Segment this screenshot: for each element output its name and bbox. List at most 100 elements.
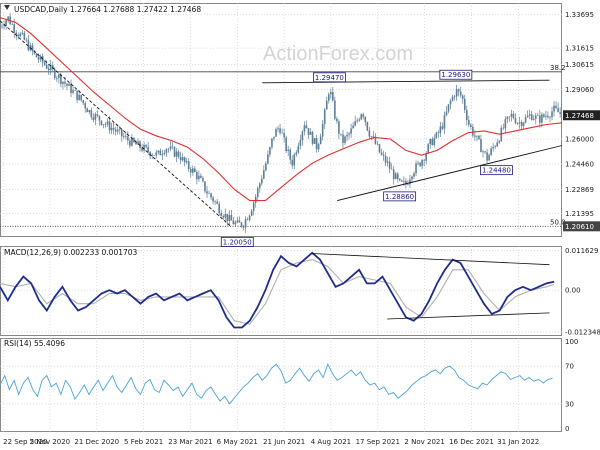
y-tick-label: 1.29060 [565, 86, 594, 94]
candle-body [244, 219, 247, 228]
y-tick-label: 1.30615 [565, 61, 594, 69]
candle-body [279, 128, 281, 133]
candle-body [183, 157, 186, 163]
candle-body [504, 119, 507, 129]
candle-body [470, 124, 472, 127]
candle-body [112, 127, 115, 130]
candle-body [508, 116, 511, 118]
candle-body [287, 149, 289, 151]
candle-body [214, 201, 216, 203]
candle-body [206, 191, 208, 194]
candle-body [557, 108, 559, 113]
candle-body [421, 160, 423, 166]
candle-body [457, 89, 460, 92]
rsi-y-tick-label: 70 [565, 363, 574, 371]
macd-y-tick-label: 0.011629 [565, 247, 598, 255]
candle-body [125, 136, 127, 137]
candle-body [409, 179, 411, 185]
candle-body [25, 39, 28, 41]
candle-body [74, 90, 76, 91]
candle-body [468, 120, 470, 125]
candle-body [455, 89, 458, 97]
candle-body [376, 143, 379, 145]
candle-body [218, 203, 220, 214]
candle-body [327, 94, 330, 101]
candle-body [311, 131, 314, 144]
candle-body [187, 161, 190, 169]
candle-body [104, 124, 107, 125]
candle-body [372, 136, 375, 137]
candle-body [171, 146, 174, 148]
candle-body [139, 141, 141, 148]
candle-body [338, 121, 340, 134]
candle-body [169, 146, 172, 150]
candle-body [271, 138, 273, 148]
candle-body [537, 115, 539, 117]
candle-body [431, 138, 434, 146]
rsi-y-tick-label: 30 [565, 400, 574, 408]
candle-body [248, 215, 251, 220]
candle-body [232, 220, 235, 225]
candle-body [31, 45, 34, 52]
candle-body [295, 152, 298, 155]
price-annotation-label: 1.20050 [223, 238, 252, 246]
candle-body [510, 113, 513, 117]
last-price-tag-bg [563, 110, 600, 121]
price-annotation-label: 1.24480 [482, 167, 511, 175]
fib-500-price-tag: 1.20610 [565, 223, 594, 231]
candle-body [405, 181, 407, 185]
candle-body [263, 170, 265, 179]
candle-body [250, 210, 253, 216]
candle-body [252, 202, 255, 211]
candle-body [155, 152, 158, 156]
candle-body [427, 144, 430, 154]
x-tick-label: 22 Sep 2020 [3, 438, 47, 446]
price-trendline [0, 20, 232, 227]
candle-body [189, 168, 192, 173]
candle-body [352, 125, 354, 129]
candle-body [319, 136, 322, 145]
candle-body [291, 159, 294, 166]
price-annotation-box [312, 72, 346, 83]
candle-body [181, 157, 184, 161]
x-tick-label: 5 Feb 2021 [124, 438, 163, 446]
candle-body [51, 65, 54, 70]
moving-average-line [0, 17, 563, 202]
candle-body [354, 121, 356, 126]
candle-body [518, 122, 521, 124]
candle-body [433, 137, 436, 146]
candle-body [60, 74, 62, 84]
candle-body [378, 144, 381, 153]
candle-body [94, 114, 97, 120]
x-tick-label: 17 Sep 2021 [356, 438, 400, 446]
candle-body [346, 134, 348, 137]
candle-body [490, 148, 492, 155]
candle-body [340, 133, 342, 135]
rsi-y-tick-label: 0 [565, 425, 569, 433]
candle-body [62, 81, 64, 84]
candle-body [498, 140, 501, 143]
candle-body [423, 160, 425, 161]
candle-body [293, 154, 296, 166]
candle-body [447, 104, 450, 112]
candle-body [157, 150, 160, 153]
candle-body [200, 175, 202, 178]
candle-body [175, 151, 178, 157]
candle-body [439, 126, 442, 134]
fib-level-label: 38.2 [550, 64, 566, 72]
rsi-panel-title: RSI(14) 55.4096 [4, 339, 65, 348]
candle-body [474, 135, 476, 137]
candle-body [240, 222, 243, 227]
candle-body [90, 110, 93, 118]
fib-level-label: 50.0 [550, 218, 566, 226]
candle-body [348, 133, 350, 135]
x-tick-label: 5 Nov 2020 [30, 438, 70, 446]
candle-body [118, 129, 121, 130]
candle-body [122, 136, 125, 137]
candle-body [153, 155, 156, 156]
candle-body [303, 125, 306, 132]
candle-body [76, 90, 78, 101]
candle-body [301, 131, 304, 141]
candle-body [502, 127, 505, 129]
candle-body [35, 53, 38, 58]
